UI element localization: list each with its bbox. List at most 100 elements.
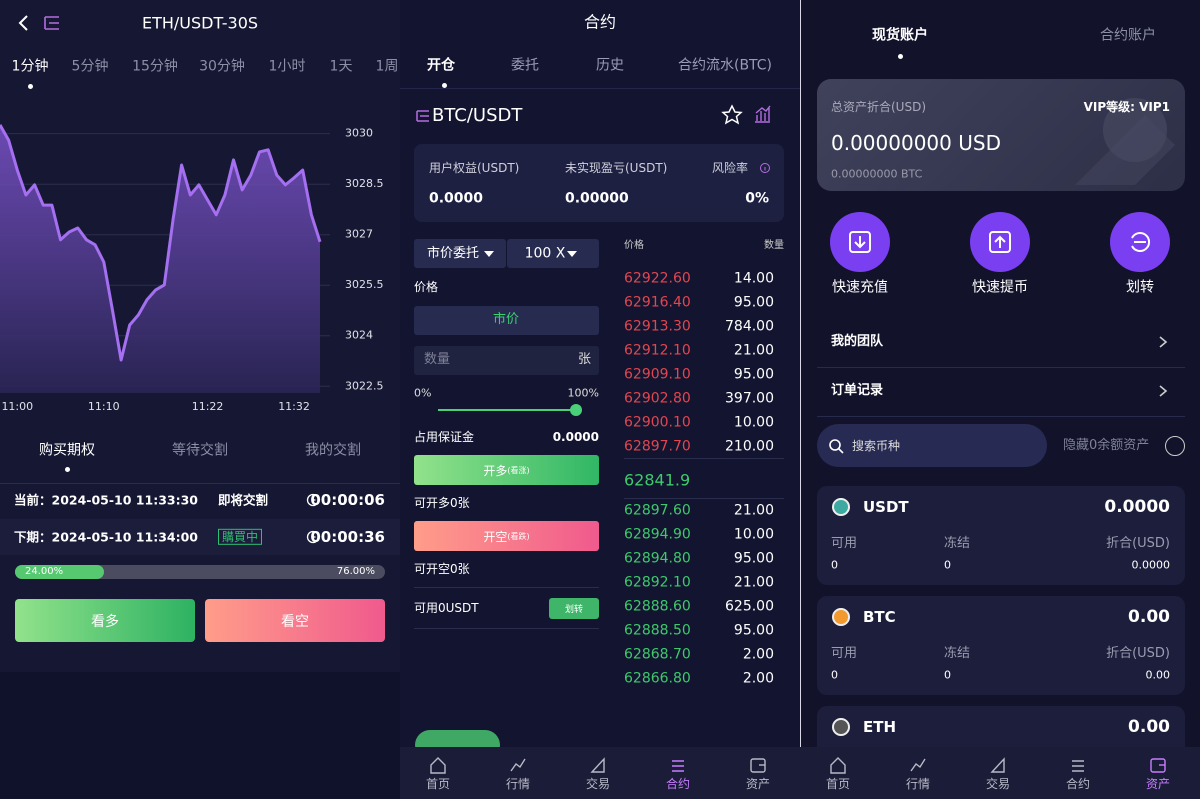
x-tick-label: 11:00 bbox=[1, 400, 33, 413]
contract-tab[interactable]: 历史 bbox=[596, 57, 624, 74]
ask-qty: 95.00 bbox=[733, 294, 774, 311]
bid-qty: 2.00 bbox=[742, 670, 774, 687]
field-label: 冻结 bbox=[944, 536, 971, 552]
menu-item[interactable]: 订单记录 bbox=[831, 383, 884, 399]
menu-item[interactable]: 我的团队 bbox=[831, 334, 884, 350]
assets-panel: 现货账户 合约账户 总资产折合(USD) VIP等级: VIP1 0.00000000 … bbox=[800, 0, 1200, 799]
hide-zero-toggle[interactable] bbox=[1165, 436, 1185, 456]
slider-knob[interactable] bbox=[570, 404, 582, 416]
stat-label: 用户权益(USDT) bbox=[429, 160, 520, 175]
label: 开空 bbox=[483, 529, 508, 544]
area bbox=[0, 124, 320, 394]
buy-down-button[interactable]: 看空 bbox=[205, 599, 385, 642]
ask-qty: 784.00 bbox=[725, 318, 774, 335]
nav-label[interactable]: 行情 bbox=[905, 776, 931, 791]
bid-qty: 625.00 bbox=[725, 598, 774, 615]
nav-icon[interactable] bbox=[508, 755, 528, 775]
clock-icon bbox=[306, 530, 320, 544]
ask-price: 62900.10 bbox=[624, 414, 691, 431]
divider bbox=[817, 367, 1185, 368]
timeframe-tab[interactable]: 5分钟 bbox=[71, 58, 109, 75]
contract-tab[interactable]: 开仓 bbox=[427, 57, 455, 74]
ask-price: 62897.70 bbox=[624, 438, 691, 455]
leverage-select[interactable] bbox=[507, 239, 599, 268]
action-label[interactable]: 快速提币 bbox=[972, 279, 1028, 296]
bid-qty: 21.00 bbox=[733, 574, 774, 591]
coin-name: ETH bbox=[863, 718, 897, 736]
label: 100 X bbox=[524, 245, 566, 262]
timeframe-tab[interactable]: 1周 bbox=[375, 58, 399, 75]
field-value: 0 bbox=[831, 558, 838, 572]
menu-icon[interactable] bbox=[44, 16, 59, 30]
star-icon[interactable] bbox=[721, 104, 743, 125]
divider bbox=[414, 587, 599, 588]
nav-icon[interactable] bbox=[828, 755, 848, 775]
bid-price: 62894.90 bbox=[624, 526, 691, 543]
option-tab[interactable]: 购买期权 bbox=[39, 442, 95, 459]
nav-icon[interactable] bbox=[1068, 755, 1088, 775]
nav-icon[interactable] bbox=[428, 755, 448, 775]
label: 可用0USDT bbox=[414, 600, 479, 615]
label: 总资产折合(USD) bbox=[831, 99, 927, 114]
open-short-button[interactable]: 开空 (看跌) bbox=[414, 521, 599, 551]
contract-tab[interactable]: 委托 bbox=[511, 57, 539, 74]
nav-label[interactable]: 首页 bbox=[825, 776, 851, 791]
bid-price: 62866.80 bbox=[624, 670, 691, 687]
open-long-button[interactable]: 开多 (看涨) bbox=[414, 455, 599, 485]
nav-label[interactable]: 行情 bbox=[505, 776, 531, 791]
active-dot bbox=[441, 82, 447, 88]
slider-label: 100% bbox=[567, 386, 599, 400]
nav-label[interactable]: 交易 bbox=[585, 776, 611, 791]
nav-label[interactable]: 首页 bbox=[425, 776, 451, 791]
timeframe-tab[interactable]: 30分钟 bbox=[199, 58, 245, 75]
action-label[interactable]: 快速充值 bbox=[832, 279, 888, 296]
transfer-button[interactable]: 划转 bbox=[549, 598, 599, 619]
label: 划转 bbox=[564, 605, 583, 615]
option-tab[interactable]: 我的交割 bbox=[305, 442, 361, 459]
ask-qty: 95.00 bbox=[733, 366, 774, 383]
nav-icon[interactable] bbox=[588, 755, 608, 775]
nav-icon[interactable] bbox=[988, 755, 1008, 775]
bid-price: 62892.10 bbox=[624, 574, 691, 591]
timeframe-tab[interactable]: 1分钟 bbox=[11, 58, 49, 75]
stat-value: 0.00000 bbox=[565, 190, 629, 207]
stat-label: 风险率 bbox=[712, 160, 749, 175]
ask-qty: 210.00 bbox=[725, 438, 774, 455]
nav-icon[interactable] bbox=[908, 755, 928, 775]
option-tab[interactable]: 等待交割 bbox=[172, 442, 228, 459]
account-tab[interactable]: 现货账户 bbox=[872, 27, 928, 44]
active-dot bbox=[27, 83, 33, 89]
ask-price: 62912.10 bbox=[624, 342, 691, 359]
search-box[interactable] bbox=[817, 424, 1047, 467]
label: 占用保证金 bbox=[414, 429, 475, 444]
timeframe-tab[interactable]: 15分钟 bbox=[132, 58, 178, 75]
nav-icon[interactable] bbox=[748, 755, 768, 775]
action-label[interactable]: 划转 bbox=[1126, 279, 1154, 296]
chart-icon[interactable] bbox=[755, 105, 771, 123]
field-value: 0.0000 bbox=[1131, 558, 1171, 572]
coin-total: 0.00 bbox=[1128, 606, 1170, 627]
label: 价格 bbox=[414, 279, 439, 294]
contract-tab[interactable]: 合约流水(BTC) bbox=[677, 57, 773, 74]
nav-label[interactable]: 资产 bbox=[745, 776, 771, 791]
account-tab[interactable]: 合约账户 bbox=[1100, 27, 1156, 44]
nav-icon[interactable] bbox=[1148, 755, 1168, 775]
back-icon[interactable] bbox=[18, 15, 28, 31]
pair-name: BTC/USDT bbox=[432, 105, 523, 127]
ask-price: 62916.40 bbox=[624, 294, 691, 311]
buy-up-button[interactable]: 看多 bbox=[15, 599, 195, 642]
timeframe-tab[interactable]: 1天 bbox=[329, 58, 353, 75]
book-header: 价格 bbox=[624, 240, 644, 251]
timeframe-tab[interactable]: 1小时 bbox=[268, 58, 306, 75]
nav-label[interactable]: 合约 bbox=[1065, 776, 1091, 791]
ratio-label: 24.00% bbox=[25, 566, 64, 577]
nav-label[interactable]: 交易 bbox=[985, 776, 1011, 791]
qty-input[interactable] bbox=[414, 346, 599, 375]
nav-label[interactable]: 资产 bbox=[1145, 776, 1171, 791]
coin-icon bbox=[832, 718, 850, 736]
nav-icon[interactable] bbox=[668, 755, 688, 775]
label: 当前：2024-05-10 11:33:30 bbox=[14, 492, 198, 508]
label: 可开空0张 bbox=[414, 561, 470, 576]
nav-label[interactable]: 合约 bbox=[665, 776, 691, 791]
ratio-track bbox=[15, 565, 385, 579]
